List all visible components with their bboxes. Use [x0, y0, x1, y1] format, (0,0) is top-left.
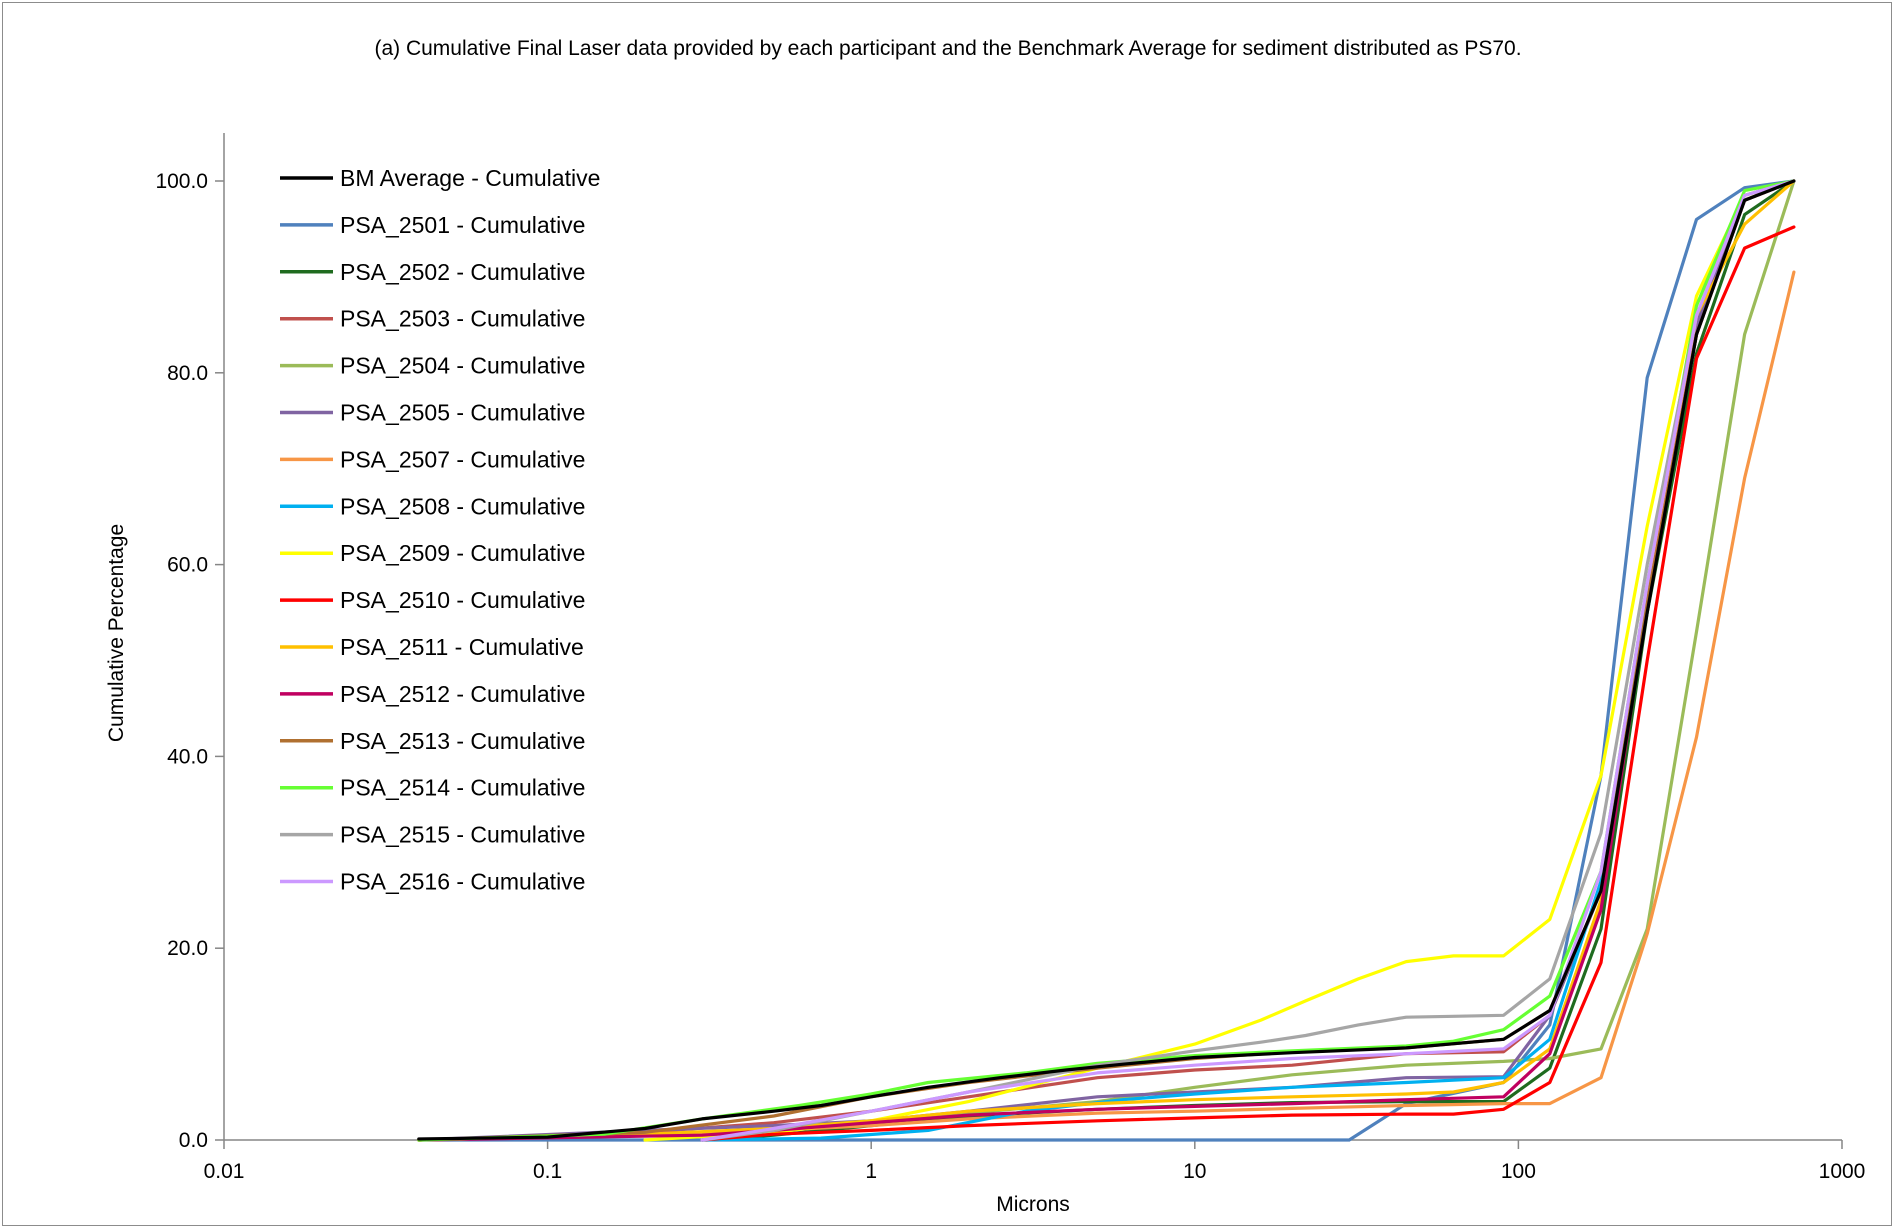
y-tick-label: 100.0: [155, 170, 208, 193]
y-tick-label: 0.0: [179, 1129, 208, 1152]
series-line-psa-2507: [417, 270, 1796, 1142]
chart-svg: (a) Cumulative Final Laser data provided…: [105, 37, 1866, 1216]
legend-label: PSA_2510 - Cumulative: [340, 587, 585, 613]
legend: BM Average - Cumulative PSA_2501 - Cumula…: [280, 165, 600, 895]
y-tick-label: 40.0: [167, 745, 208, 768]
legend-label: PSA_2512 - Cumulative: [340, 681, 585, 707]
legend-label: PSA_2515 - Cumulative: [340, 822, 585, 848]
legend-label: PSA_2504 - Cumulative: [340, 353, 585, 379]
x-tick-label: 10: [1183, 1160, 1206, 1183]
x-tick-label: 0.1: [533, 1160, 562, 1183]
series-line-psa-2515: [700, 179, 1796, 1142]
legend-label: PSA_2514 - Cumulative: [340, 775, 585, 801]
series-line-psa-2509: [643, 179, 1796, 1142]
legend-label: PSA_2511 - Cumulative: [340, 634, 584, 660]
x-tick-label: 0.01: [204, 1160, 245, 1183]
y-axis-title: Cumulative Percentage: [105, 524, 128, 742]
series-lines: [417, 179, 1796, 1142]
x-axis-title: Microns: [996, 1193, 1070, 1216]
series-line-bm: [417, 179, 1796, 1141]
legend-label: PSA_2509 - Cumulative: [340, 540, 585, 566]
legend-label: PSA_2505 - Cumulative: [340, 400, 585, 426]
legend-label: PSA_2516 - Cumulative: [340, 869, 585, 895]
y-tick-label: 60.0: [167, 554, 208, 577]
series-line-psa-2516: [700, 179, 1796, 1142]
legend-label: PSA_2501 - Cumulative: [340, 212, 585, 238]
legend-label: PSA_2507 - Cumulative: [340, 446, 585, 472]
y-tick-label: 20.0: [167, 937, 208, 960]
series-line-psa-2510: [700, 225, 1796, 1142]
legend-label: PSA_2508 - Cumulative: [340, 493, 585, 519]
legend-label: PSA_2503 - Cumulative: [340, 306, 585, 332]
chart-title: (a) Cumulative Final Laser data provided…: [374, 37, 1521, 60]
legend-label: PSA_2502 - Cumulative: [340, 259, 585, 285]
y-tick-label: 80.0: [167, 362, 208, 385]
x-tick-label: 1: [865, 1160, 877, 1183]
x-tick-label: 1000: [1819, 1160, 1866, 1183]
legend-label: PSA_2513 - Cumulative: [340, 728, 585, 754]
x-tick-label: 100: [1501, 1160, 1536, 1183]
legend-label: BM Average - Cumulative: [340, 165, 600, 191]
